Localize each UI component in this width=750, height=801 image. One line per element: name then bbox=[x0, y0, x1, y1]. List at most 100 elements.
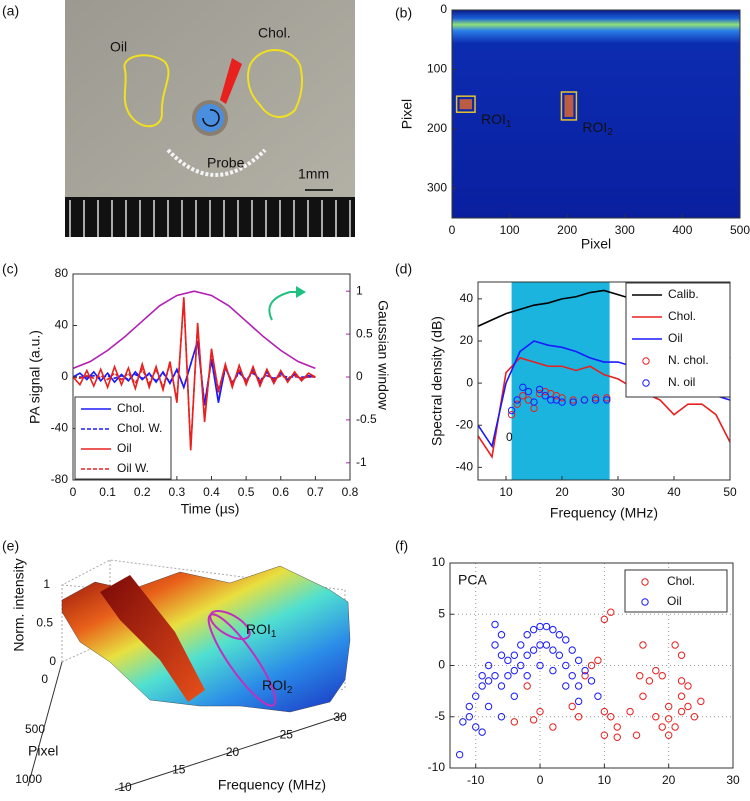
photo-label: 1mm bbox=[298, 166, 329, 182]
data-point bbox=[562, 636, 570, 644]
data-point bbox=[613, 723, 621, 731]
data-point bbox=[549, 646, 557, 654]
y-axis-label: PA signal (a.u.) bbox=[27, 330, 43, 424]
y-tick-label: 10 bbox=[432, 555, 446, 569]
y-tick-label: 300 bbox=[427, 180, 447, 194]
data-point bbox=[574, 697, 583, 706]
data-point bbox=[549, 666, 557, 675]
legend-label: Chol. bbox=[668, 309, 696, 323]
x-tick-label: 100 bbox=[500, 223, 520, 237]
data-point bbox=[591, 394, 600, 402]
data-point bbox=[517, 661, 525, 670]
y-tick-label: 0 bbox=[440, 2, 447, 16]
data-point bbox=[664, 715, 673, 723]
data-point bbox=[530, 398, 538, 406]
plot-frame bbox=[449, 562, 734, 769]
y-axis-label: Pixel bbox=[28, 743, 58, 759]
data-point bbox=[459, 718, 467, 726]
y-tick-label: 40 bbox=[55, 318, 69, 332]
data-point bbox=[574, 713, 583, 721]
legend-marker bbox=[642, 357, 650, 365]
y-tick-label: -40 bbox=[456, 460, 474, 474]
data-point bbox=[523, 672, 531, 680]
legend-label: Chol. W. bbox=[117, 421, 162, 435]
y-tick-label: -80 bbox=[51, 472, 69, 486]
y-tick-label: -10 bbox=[428, 760, 446, 774]
data-point bbox=[497, 713, 506, 721]
y2-axis-label: Gaussian window bbox=[375, 300, 391, 411]
panel-label: (e) bbox=[2, 538, 19, 554]
data-point bbox=[569, 396, 577, 404]
data-point bbox=[542, 641, 551, 649]
roi-hotspot bbox=[564, 95, 574, 117]
data-point bbox=[603, 396, 611, 404]
data-point bbox=[472, 723, 480, 731]
y-tick-label: 0 bbox=[466, 375, 473, 389]
data-point bbox=[600, 731, 609, 739]
data-point bbox=[568, 702, 576, 711]
data-point bbox=[507, 406, 516, 415]
legend-label: Chol. bbox=[117, 401, 145, 415]
roi-index: 2 bbox=[287, 685, 293, 696]
data-point bbox=[465, 702, 473, 711]
panel-label: (a) bbox=[2, 3, 19, 19]
x-tick-label: 500 bbox=[730, 223, 750, 237]
z-axis-label: Norm. intensity bbox=[11, 558, 27, 651]
data-point bbox=[594, 656, 602, 665]
y-tick-label: 0 bbox=[41, 672, 48, 686]
x-tick-label: 200 bbox=[557, 223, 577, 237]
data-point bbox=[523, 651, 531, 659]
y2-tick-label: 0.5 bbox=[356, 326, 373, 340]
data-point bbox=[536, 661, 544, 670]
photo-label: Oil bbox=[110, 39, 127, 55]
data-point bbox=[632, 731, 641, 739]
data-point bbox=[684, 702, 692, 711]
legend-marker bbox=[641, 578, 649, 586]
y-tick-label: 40 bbox=[460, 291, 474, 305]
x-tick-label: 0 bbox=[70, 485, 77, 499]
panel-label: (b) bbox=[395, 5, 412, 21]
data-point bbox=[547, 396, 555, 404]
z-tick-label: 0.5 bbox=[36, 616, 53, 630]
data-point bbox=[491, 641, 499, 649]
roi-name: ROI bbox=[262, 677, 287, 693]
data-point bbox=[484, 677, 493, 685]
y2-tick-label: 1 bbox=[356, 283, 363, 297]
data-point bbox=[524, 387, 533, 396]
legend-marker bbox=[641, 598, 649, 606]
legend-box bbox=[624, 569, 728, 613]
data-point bbox=[510, 718, 519, 726]
x-tick-label: 300 bbox=[615, 223, 635, 237]
x-tick-label: 15 bbox=[172, 763, 186, 777]
photo-label: Chol. bbox=[258, 25, 291, 41]
data-point bbox=[607, 608, 615, 616]
roi-label: ROI1 bbox=[246, 621, 277, 640]
legend-label: Oil bbox=[667, 594, 682, 608]
x-tick-label: 0.3 bbox=[169, 485, 186, 499]
series-line bbox=[72, 299, 316, 448]
data-point bbox=[562, 661, 570, 670]
data-point bbox=[594, 692, 602, 700]
x-tick-label: 0.4 bbox=[203, 485, 220, 499]
x-tick-label: 20 bbox=[555, 485, 569, 499]
data-point bbox=[529, 716, 538, 724]
legend-label: N. chol. bbox=[668, 353, 709, 367]
y-tick-label: -20 bbox=[456, 417, 474, 431]
x-tick-label: 0.6 bbox=[272, 485, 289, 499]
data-point bbox=[555, 651, 564, 659]
data-point bbox=[497, 682, 506, 690]
data-point bbox=[536, 622, 544, 631]
data-point bbox=[677, 677, 686, 685]
data-point bbox=[472, 692, 480, 700]
data-point bbox=[658, 723, 666, 731]
panel-label: (d) bbox=[395, 261, 412, 277]
y-tick-label: 0 bbox=[61, 369, 68, 383]
roi-index: 1 bbox=[271, 629, 277, 640]
data-point bbox=[639, 641, 647, 649]
data-point bbox=[484, 661, 493, 670]
data-point bbox=[510, 666, 519, 675]
axis-arrow-head bbox=[296, 286, 306, 298]
annotation: 0 bbox=[506, 430, 513, 444]
data-point bbox=[542, 622, 551, 631]
